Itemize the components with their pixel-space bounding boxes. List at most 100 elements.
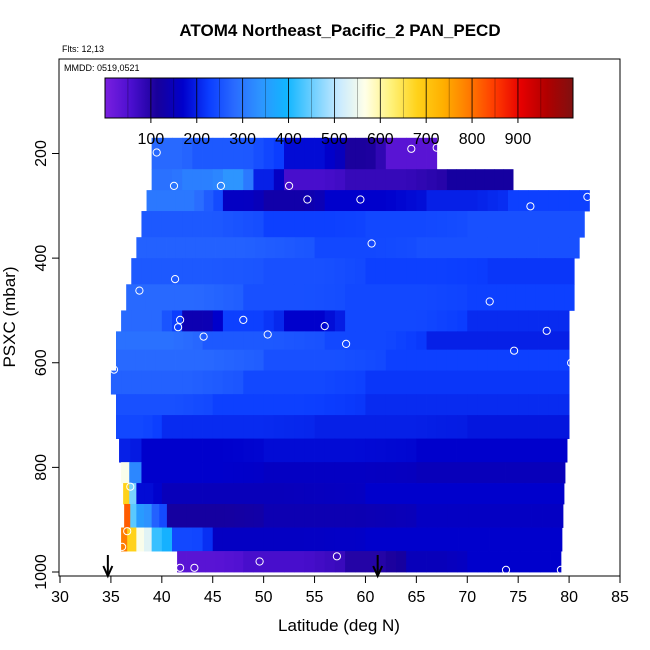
y-tick-label: 200 (33, 140, 50, 167)
y-tick-label: 400 (33, 245, 50, 272)
heatmap-cell (406, 284, 417, 311)
y-tick-label: 600 (33, 349, 50, 376)
heatmap-cell (215, 503, 226, 528)
heatmap-cell (503, 169, 514, 191)
heatmap-cell (538, 370, 550, 395)
colorbar-tick-label: 600 (367, 131, 394, 148)
heatmap-cell (243, 483, 254, 505)
heatmap-cell (255, 237, 266, 259)
heatmap-cell (557, 438, 568, 463)
heatmap-cell (528, 394, 539, 416)
heatmap-cell (558, 331, 570, 351)
heatmap-cell (497, 370, 509, 395)
heatmap-cell (273, 394, 285, 416)
heatmap-cell (172, 258, 183, 285)
heatmap-cell (467, 394, 478, 416)
heatmap-cell (233, 415, 244, 439)
heatmap-cell (554, 284, 565, 311)
data-point (199, 332, 208, 341)
heatmap-cell (426, 394, 438, 416)
heatmap-cell (151, 310, 163, 332)
heatmap-cell (396, 237, 407, 259)
heatmap-cell (536, 438, 548, 463)
heatmap-cell (202, 211, 214, 238)
heatmap-cell (564, 258, 575, 285)
heatmap-cell (202, 310, 214, 332)
heatmap-cell (406, 211, 417, 238)
data-point (455, 159, 464, 169)
heatmap-cell (253, 349, 265, 371)
heatmap-cell (125, 349, 137, 371)
heatmap-cell (448, 527, 459, 552)
heatmap-cell (135, 284, 147, 311)
heatmap-cell (375, 331, 387, 351)
heatmap-cell (145, 284, 156, 311)
heatmap-cell (284, 284, 295, 311)
heatmap-cell (161, 258, 173, 285)
heatmap-cell (123, 483, 130, 505)
data-point (285, 181, 294, 190)
heatmap-cell (172, 370, 183, 395)
heatmap-cell (212, 527, 224, 552)
x-tick-label: 85 (611, 589, 629, 606)
heatmap-cell (406, 137, 417, 170)
heatmap-cell (203, 394, 214, 416)
heatmap-cell (245, 237, 256, 259)
heatmap-cell (172, 211, 183, 238)
heatmap-cell (192, 310, 203, 332)
heatmap-cell (486, 284, 497, 311)
colorbar-tick-label: 900 (505, 131, 532, 148)
heatmap-cell (497, 394, 509, 416)
heatmap-cell (464, 483, 476, 505)
heatmap-cell (446, 462, 457, 484)
heatmap-cell (525, 284, 536, 311)
heatmap-cell (194, 284, 205, 311)
heatmap-cell (119, 438, 131, 463)
heatmap-cell (345, 310, 356, 332)
y-axis: 200 400 600 800 1000 (33, 140, 59, 590)
data-point (485, 297, 494, 306)
heatmap-cell (212, 258, 224, 285)
heatmap-cell (225, 237, 236, 259)
heatmap-cell (134, 415, 144, 439)
heatmap-cell (365, 137, 377, 170)
heatmap-cell (486, 438, 498, 463)
heatmap-cell (263, 331, 275, 351)
heatmap-cell (334, 258, 346, 285)
heatmap-cell (324, 331, 336, 351)
heatmap-cell (396, 310, 407, 332)
heatmap-cell (508, 310, 519, 332)
heatmap-cell (324, 190, 336, 212)
heatmap-cell (192, 258, 203, 285)
heatmap-cell (466, 438, 478, 463)
heatmap-cell (516, 211, 527, 238)
heatmap-cell (131, 310, 142, 332)
heatmap-cell (345, 190, 356, 212)
data-point (556, 565, 566, 575)
x-tick-label: 75 (509, 589, 527, 606)
heatmap-cell (182, 211, 193, 238)
heatmap-cell (203, 190, 214, 212)
heatmap-cell (222, 190, 234, 212)
heatmap-cell (474, 483, 485, 505)
heatmap-cell (425, 483, 436, 505)
heatmap-cell (552, 503, 564, 528)
heatmap-cell (477, 370, 489, 395)
heatmap-cell (521, 503, 532, 528)
heatmap-cells (110, 137, 590, 573)
flights-label: Flts: 12,13 (62, 44, 104, 54)
x-axis-label: Latitude (deg N) (278, 616, 400, 635)
heatmap-cell (545, 462, 556, 484)
heatmap-cell (194, 349, 205, 371)
heatmap-cell (529, 551, 541, 573)
heatmap-cell (214, 284, 225, 311)
heatmap-cell (159, 503, 168, 528)
heatmap-cell (355, 349, 366, 371)
heatmap-cell (273, 370, 285, 395)
heatmap-cell (253, 284, 265, 311)
heatmap-cell (182, 483, 193, 505)
heatmap-cell (324, 438, 336, 463)
heatmap-cell (314, 137, 326, 170)
heatmap-cell (161, 137, 173, 170)
heatmap-cell (385, 370, 397, 395)
